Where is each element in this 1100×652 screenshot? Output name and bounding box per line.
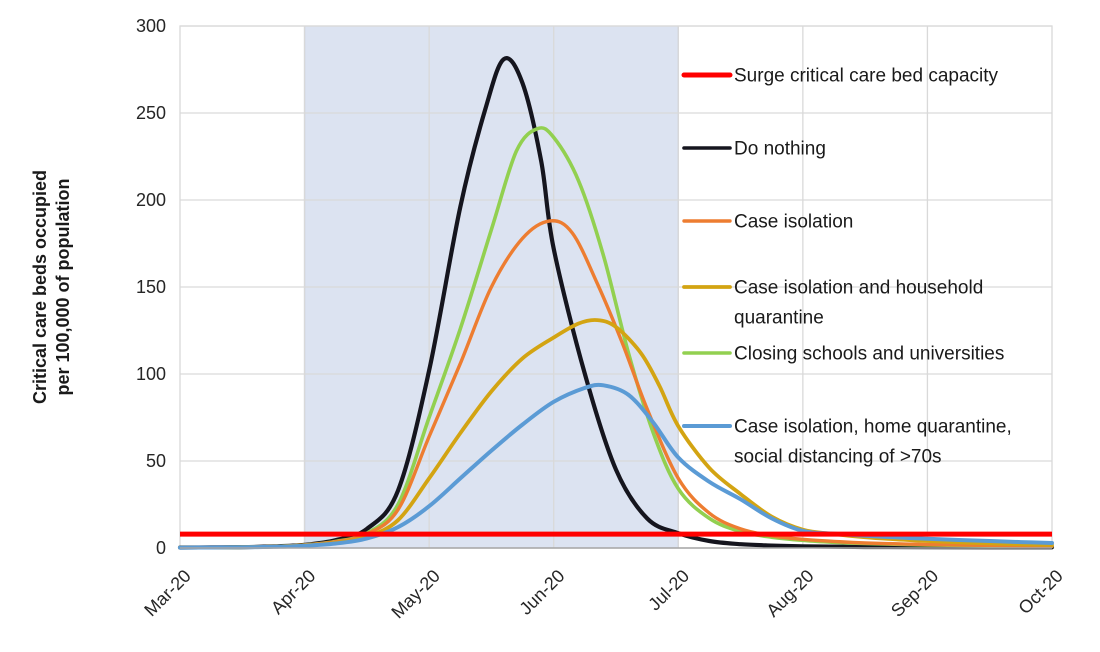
legend-item-0: Surge critical care bed capacity <box>681 66 999 87</box>
legend-item-5: Case isolation, home quarantine, social d… <box>682 417 1012 468</box>
y-tick-label: 100 <box>136 364 166 384</box>
y-axis-title-line1: Critical care beds occupied <box>30 169 50 405</box>
legend-item-1: Do nothing <box>682 139 826 160</box>
x-tick-label: May-20 <box>387 566 444 623</box>
y-axis-title: Critical care beds occupied per 100,000 … <box>29 170 75 404</box>
x-tick-label: Mar-20 <box>140 566 194 620</box>
y-tick-label: 200 <box>136 190 166 210</box>
legend-item-3: Case isolation and household quarantine <box>682 278 983 329</box>
legend-item-4: Closing schools and universities <box>682 344 1004 365</box>
legend-label: quarantine <box>734 308 824 329</box>
legend-label: Case isolation <box>734 212 853 233</box>
y-axis-tick-labels: 0 50 100 150 200 250 300 <box>136 16 166 558</box>
y-tick-label: 50 <box>146 451 166 471</box>
legend-label: Do nothing <box>734 139 826 160</box>
legend-label: Case isolation and household <box>734 278 983 299</box>
series-line-social-distancing-70s <box>178 382 1054 550</box>
x-tick-label: Oct-20 <box>1014 566 1066 618</box>
legend: Surge critical care bed capacity Do nothi… <box>681 66 1012 468</box>
y-tick-label: 150 <box>136 277 166 297</box>
x-tick-label: Sep-20 <box>887 566 942 621</box>
x-axis-tick-labels: Mar-20 Apr-20 May-20 Jun-20 Jul-20 Aug-20 Sep-… <box>140 566 1066 623</box>
x-tick-label: Jul-20 <box>644 566 693 615</box>
x-tick-label: Jun-20 <box>515 566 568 619</box>
y-tick-label: 250 <box>136 103 166 123</box>
legend-label: Closing schools and universities <box>734 344 1004 365</box>
y-tick-label: 0 <box>156 538 166 558</box>
y-tick-label: 300 <box>136 16 166 36</box>
y-axis-title-line2: per 100,000 of population <box>53 178 73 396</box>
x-tick-label: Aug-20 <box>762 566 817 621</box>
x-tick-label: Apr-20 <box>267 566 319 618</box>
legend-label: social distancing of >70s <box>734 447 942 468</box>
legend-label: Case isolation, home quarantine, <box>734 417 1012 438</box>
legend-label: Surge critical care bed capacity <box>734 66 999 87</box>
legend-item-2: Case isolation <box>682 212 853 233</box>
